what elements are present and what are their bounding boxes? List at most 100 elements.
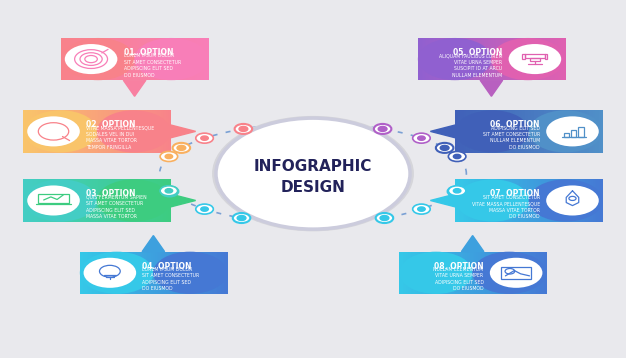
FancyBboxPatch shape [77, 38, 79, 80]
FancyBboxPatch shape [102, 252, 104, 294]
FancyBboxPatch shape [216, 252, 218, 294]
Polygon shape [142, 236, 165, 252]
FancyBboxPatch shape [516, 252, 517, 294]
FancyBboxPatch shape [429, 38, 431, 80]
Circle shape [28, 185, 80, 216]
FancyBboxPatch shape [560, 38, 562, 80]
Polygon shape [480, 80, 503, 96]
FancyBboxPatch shape [120, 38, 121, 80]
FancyBboxPatch shape [563, 38, 565, 80]
FancyBboxPatch shape [159, 38, 161, 80]
FancyBboxPatch shape [187, 252, 188, 294]
FancyBboxPatch shape [496, 110, 498, 153]
FancyBboxPatch shape [212, 252, 214, 294]
FancyBboxPatch shape [481, 38, 483, 80]
FancyBboxPatch shape [168, 179, 170, 222]
FancyBboxPatch shape [143, 179, 145, 222]
Circle shape [448, 187, 465, 197]
FancyBboxPatch shape [137, 38, 139, 80]
FancyBboxPatch shape [454, 252, 456, 294]
Circle shape [508, 44, 562, 74]
FancyBboxPatch shape [76, 38, 78, 80]
FancyBboxPatch shape [53, 110, 54, 153]
FancyBboxPatch shape [480, 38, 482, 80]
FancyBboxPatch shape [42, 179, 44, 222]
FancyBboxPatch shape [73, 110, 74, 153]
FancyBboxPatch shape [38, 110, 40, 153]
FancyBboxPatch shape [543, 179, 545, 222]
FancyBboxPatch shape [505, 252, 506, 294]
FancyBboxPatch shape [190, 252, 192, 294]
FancyBboxPatch shape [43, 179, 45, 222]
FancyBboxPatch shape [493, 252, 495, 294]
FancyBboxPatch shape [562, 179, 564, 222]
FancyBboxPatch shape [85, 110, 86, 153]
FancyBboxPatch shape [172, 38, 173, 80]
FancyBboxPatch shape [535, 252, 537, 294]
FancyBboxPatch shape [195, 38, 197, 80]
FancyBboxPatch shape [577, 110, 578, 153]
FancyBboxPatch shape [463, 38, 465, 80]
FancyBboxPatch shape [116, 252, 118, 294]
FancyBboxPatch shape [418, 252, 419, 294]
FancyBboxPatch shape [539, 252, 541, 294]
FancyBboxPatch shape [192, 252, 193, 294]
FancyBboxPatch shape [575, 179, 577, 222]
Circle shape [235, 124, 252, 134]
FancyBboxPatch shape [479, 38, 481, 80]
FancyBboxPatch shape [73, 179, 74, 222]
FancyBboxPatch shape [500, 179, 501, 222]
FancyBboxPatch shape [162, 38, 163, 80]
FancyBboxPatch shape [90, 252, 91, 294]
FancyBboxPatch shape [547, 110, 549, 153]
Circle shape [196, 204, 213, 214]
FancyBboxPatch shape [107, 179, 109, 222]
FancyBboxPatch shape [587, 179, 588, 222]
FancyBboxPatch shape [165, 110, 167, 153]
FancyBboxPatch shape [540, 179, 542, 222]
FancyBboxPatch shape [198, 252, 200, 294]
FancyBboxPatch shape [461, 179, 463, 222]
FancyBboxPatch shape [524, 110, 526, 153]
FancyBboxPatch shape [483, 38, 485, 80]
FancyBboxPatch shape [167, 38, 168, 80]
FancyBboxPatch shape [75, 179, 77, 222]
FancyBboxPatch shape [495, 110, 496, 153]
FancyBboxPatch shape [424, 38, 426, 80]
FancyBboxPatch shape [95, 110, 96, 153]
FancyBboxPatch shape [118, 38, 120, 80]
FancyBboxPatch shape [473, 110, 475, 153]
Text: VITAE MASSA PELLENTESQUE
SODALES VEL IN DUI
MASSA VITAE TORTOR
TEMPOR FRINGILLA: VITAE MASSA PELLENTESQUE SODALES VEL IN … [86, 126, 155, 150]
FancyBboxPatch shape [120, 179, 122, 222]
FancyBboxPatch shape [148, 252, 150, 294]
FancyBboxPatch shape [481, 179, 483, 222]
FancyBboxPatch shape [114, 179, 116, 222]
FancyBboxPatch shape [130, 38, 131, 80]
FancyBboxPatch shape [226, 252, 228, 294]
FancyBboxPatch shape [473, 38, 475, 80]
FancyBboxPatch shape [125, 38, 126, 80]
FancyBboxPatch shape [24, 179, 26, 222]
FancyBboxPatch shape [521, 110, 523, 153]
FancyBboxPatch shape [24, 179, 25, 222]
FancyBboxPatch shape [444, 252, 446, 294]
FancyBboxPatch shape [126, 252, 128, 294]
FancyBboxPatch shape [507, 38, 509, 80]
FancyBboxPatch shape [526, 179, 528, 222]
FancyBboxPatch shape [108, 110, 110, 153]
FancyBboxPatch shape [148, 38, 150, 80]
FancyBboxPatch shape [538, 38, 540, 80]
FancyBboxPatch shape [515, 110, 516, 153]
FancyBboxPatch shape [80, 38, 81, 80]
FancyBboxPatch shape [87, 179, 89, 222]
FancyBboxPatch shape [531, 179, 533, 222]
FancyBboxPatch shape [539, 179, 541, 222]
FancyBboxPatch shape [571, 110, 573, 153]
FancyBboxPatch shape [448, 38, 450, 80]
FancyBboxPatch shape [83, 110, 84, 153]
FancyBboxPatch shape [599, 179, 601, 222]
Text: ALIQUAM FAUCIBUS LOREM
VITAE URNA SEMPER
SUSCIPIT ID AT ARCU
NULLAM ELEMENTUM: ALIQUAM FAUCIBUS LOREM VITAE URNA SEMPER… [439, 53, 502, 77]
FancyBboxPatch shape [461, 110, 463, 153]
FancyBboxPatch shape [470, 179, 472, 222]
FancyBboxPatch shape [101, 38, 103, 80]
